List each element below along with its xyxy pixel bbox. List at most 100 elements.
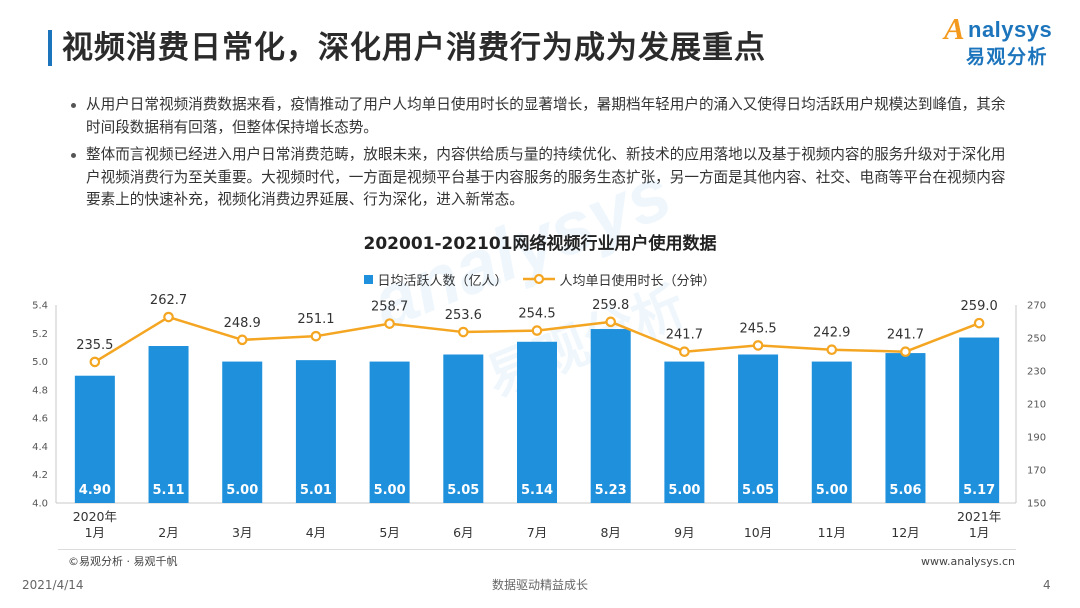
dau-bar-value-label: 5.17	[963, 483, 995, 498]
bullet-text: 从用户日常视频消费数据来看，疫情推动了用户人均单日使用时长的显著增长，暑期档年轻…	[86, 96, 1006, 136]
legend-label: 人均单日使用时长（分钟）	[559, 273, 716, 289]
source-note: ©易观分析 · 易观千帆	[68, 555, 178, 568]
right-axis-tick-label: 170	[1027, 466, 1046, 477]
dau-bar-value-label: 5.05	[742, 483, 774, 498]
dau-bar-value-label: 4.90	[79, 483, 111, 498]
left-axis-tick-label: 5.2	[32, 329, 48, 340]
x-axis-month-label: 10月	[744, 525, 772, 540]
right-axis-tick-label: 250	[1027, 334, 1046, 345]
footer-divider	[58, 549, 1016, 550]
duration-point	[384, 318, 395, 329]
dau-bar-value-label: 5.00	[816, 483, 848, 498]
legend-item-dau: 日均活跃人数（亿人）	[364, 270, 508, 289]
dau-bar-value-label: 5.05	[447, 483, 479, 498]
brand-logo: A nalysys 易观分析	[944, 12, 1056, 72]
duration-point	[163, 311, 174, 323]
logo-wordmark: nalysys	[968, 17, 1053, 42]
dau-bar	[959, 337, 1000, 503]
duration-point	[458, 326, 469, 338]
x-axis-month-label: 1月	[969, 525, 989, 540]
x-axis-month-label: 7月	[527, 525, 547, 540]
dau-bar	[74, 375, 115, 503]
dau-bar	[738, 354, 779, 503]
dau-bar	[148, 346, 189, 503]
bullet-text: 整体而言视频已经进入用户日常消费范畴，放眼未来，内容供给质与量的持续优化、新技术…	[86, 146, 1006, 208]
duration-value-label: 245.5	[739, 321, 776, 336]
logo-cn-name: 易观分析	[966, 46, 1049, 68]
x-axis-year-label: 2020年	[73, 509, 117, 524]
dau-bar-value-label: 5.11	[152, 483, 184, 498]
left-axis-tick-label: 5.0	[32, 357, 48, 368]
chart-legend: 日均活跃人数（亿人） 人均单日使用时长（分钟）	[0, 270, 1080, 289]
duration-point	[89, 356, 101, 368]
right-axis-tick-label: 190	[1027, 433, 1046, 444]
x-axis-month-label: 2月	[158, 525, 178, 540]
legend-item-duration: 人均单日使用时长（分钟）	[522, 270, 716, 289]
x-axis-month-label: 11月	[818, 525, 846, 540]
dau-bar	[369, 361, 410, 503]
dau-bar-value-label: 5.23	[595, 483, 627, 498]
duration-value-label: 258.7	[371, 300, 408, 315]
x-axis-month-label: 8月	[600, 525, 620, 540]
duration-point	[973, 317, 985, 329]
page-number: 4	[1043, 578, 1051, 592]
left-axis-tick-label: 4.4	[32, 442, 48, 453]
duration-point	[752, 340, 764, 351]
duration-value-label: 242.9	[813, 326, 850, 341]
page-title: 视频消费日常化，深化用户消费行为成为发展重点	[62, 30, 766, 66]
left-axis-tick-label: 4.8	[32, 385, 48, 396]
legend-line-marker-icon	[522, 273, 555, 285]
duration-value-label: 241.7	[666, 328, 703, 343]
dau-bar-value-label: 5.00	[226, 483, 258, 498]
dau-bar	[885, 353, 926, 503]
left-axis-tick-label: 5.4	[32, 301, 48, 312]
right-axis-tick-label: 210	[1027, 400, 1046, 411]
bullet-dot-icon	[71, 153, 76, 158]
dau-bar	[443, 354, 484, 503]
duration-point	[900, 346, 911, 357]
summary-bullets: 从用户日常视频消费数据来看，疫情推动了用户人均单日使用时长的显著增长，暑期档年轻…	[68, 94, 1011, 217]
dau-bar	[295, 360, 336, 503]
duration-value-label: 254.5	[518, 307, 555, 322]
duration-value-label: 241.7	[887, 328, 924, 343]
duration-value-label: 248.9	[224, 316, 261, 331]
duration-value-label: 259.0	[961, 299, 998, 314]
left-axis-tick-label: 4.6	[32, 414, 48, 425]
slide-date: 2021/4/14	[22, 578, 84, 592]
title-accent-bar	[48, 30, 52, 66]
website-text: www.analysys.cn	[921, 555, 1015, 568]
dau-bar	[590, 329, 631, 503]
duration-point	[531, 325, 543, 336]
dau-bar	[664, 361, 705, 503]
x-axis-month-label: 6月	[453, 525, 473, 540]
right-axis-tick-label: 150	[1027, 499, 1046, 510]
dau-bar	[811, 361, 852, 503]
duration-value-label: 259.8	[592, 298, 629, 313]
right-axis-tick-label: 230	[1027, 367, 1046, 378]
slide-slogan: 数据驱动精益成长	[491, 578, 588, 592]
left-axis-tick-label: 4.2	[32, 470, 48, 481]
legend-bar-swatch-icon	[364, 274, 374, 284]
x-axis-month-label: 12月	[891, 525, 919, 540]
left-axis-tick-label: 4.0	[32, 499, 48, 510]
duration-point	[310, 330, 322, 342]
duration-point	[236, 334, 248, 346]
logo-swirl-icon: A	[944, 11, 965, 46]
duration-value-label: 251.1	[297, 312, 334, 327]
dau-bar	[222, 361, 263, 503]
x-axis-month-label: 1月	[85, 525, 105, 540]
dau-bar-value-label: 5.14	[521, 483, 553, 498]
x-axis-month-label: 9月	[674, 525, 694, 540]
duration-point	[605, 316, 616, 328]
dau-bar-value-label: 5.00	[668, 483, 700, 498]
duration-value-label: 253.6	[445, 308, 482, 323]
bullet-item: 从用户日常视频消费数据来看，疫情推动了用户人均单日使用时长的显著增长，暑期档年轻…	[68, 94, 1011, 139]
dau-bar	[517, 341, 557, 503]
dau-bar-value-label: 5.00	[374, 483, 406, 498]
chart-plot: 4.0 4.2 4.4 4.6 4.8 5.0 5.2 5.4 150 170 190 210 230 2…	[32, 293, 1046, 540]
duration-point	[826, 344, 838, 356]
duration-point	[679, 346, 690, 357]
x-axis-year-label: 2021年	[957, 509, 1001, 524]
duration-value-label: 262.7	[150, 293, 187, 308]
